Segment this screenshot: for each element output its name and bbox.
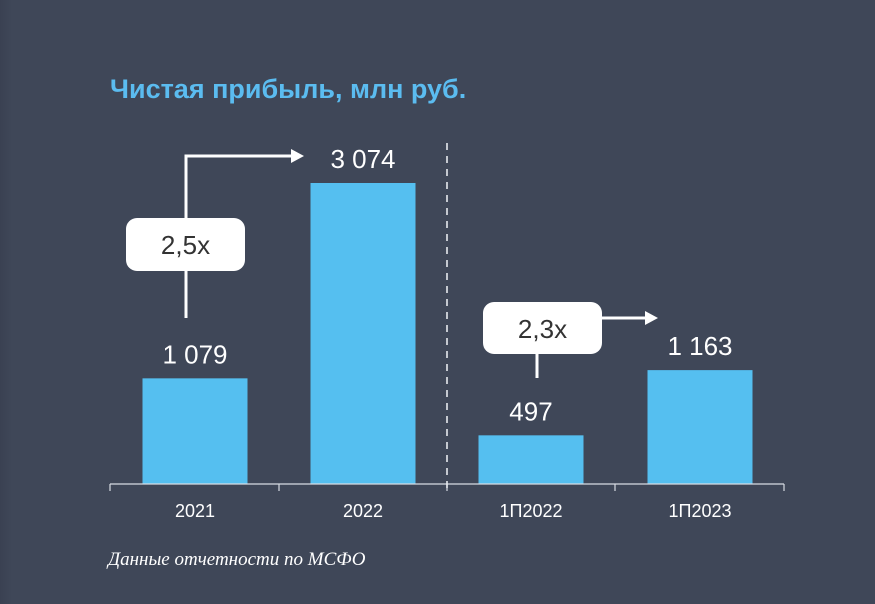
category-label-2: 1П2022 [500,501,563,521]
value-label-1: 3 074 [330,144,395,174]
category-label-0: 2021 [175,501,215,521]
growth-badge-2 [483,302,602,354]
bar-1 [310,183,416,484]
value-label-3: 1 163 [667,331,732,361]
growth-arrow-1-head [291,149,304,163]
chart-title: Чистая прибыль, млн руб. [110,74,467,104]
edge-shade [0,0,12,604]
bar-3 [647,370,753,484]
growth-label-2: 2,3х [518,314,567,344]
bar-0 [142,378,248,484]
growth-badge-1 [126,218,245,271]
growth-label-1: 2,5х [161,230,210,260]
category-label-3: 1П2023 [669,501,732,521]
category-label-1: 2022 [343,501,383,521]
growth-arrow-2-head [645,311,658,325]
value-label-2: 497 [509,396,552,426]
bar-2 [478,435,584,484]
value-label-0: 1 079 [162,339,227,369]
footnote: Данные отчетности по МСФО [108,549,366,570]
